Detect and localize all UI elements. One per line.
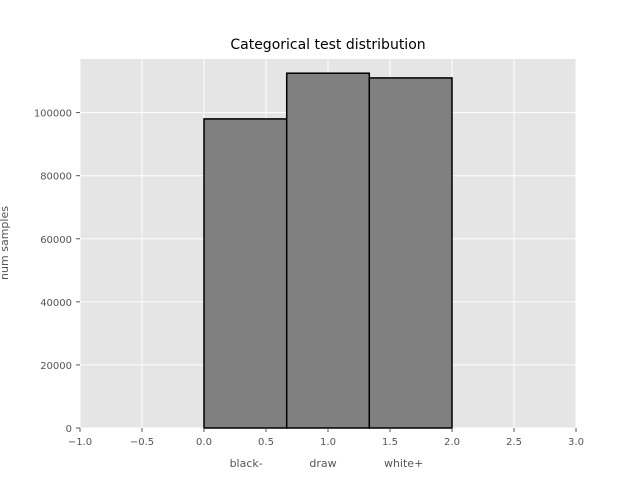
bar-0	[203, 118, 288, 429]
x-tick-label: 2.0	[444, 437, 460, 448]
bar-1	[285, 72, 371, 429]
x-tick-label: 2.5	[506, 437, 522, 448]
x-tick-label: 1.5	[382, 437, 398, 448]
x-tick-label: −0.5	[130, 437, 154, 448]
x-tick-label: −1.0	[68, 437, 92, 448]
y-tick-label: 0	[66, 424, 72, 435]
axes: −1.0 −0.5 0.0 0.5 1.0 1.5 2.0 2.5 3.0 0 20000 40000…	[34, 109, 584, 470]
y-axis-label: num samples	[0, 206, 11, 280]
y-tick-label: 100000	[34, 109, 72, 120]
bar-2	[368, 77, 453, 429]
chart-title: Categorical test distribution	[230, 37, 425, 53]
y-tick-label: 80000	[40, 172, 72, 183]
category-label: white+	[384, 457, 423, 470]
y-tick-label: 20000	[40, 361, 72, 372]
category-label: draw	[309, 457, 336, 470]
bars	[203, 72, 453, 429]
x-tick-label: 3.0	[568, 437, 584, 448]
y-tick-label: 60000	[40, 235, 72, 246]
y-tick-label: 40000	[40, 298, 72, 309]
x-tick-label: 0.0	[196, 437, 212, 448]
category-label: black-	[230, 457, 263, 470]
x-tick-label: 0.5	[258, 437, 274, 448]
x-tick-label: 1.0	[320, 437, 336, 448]
